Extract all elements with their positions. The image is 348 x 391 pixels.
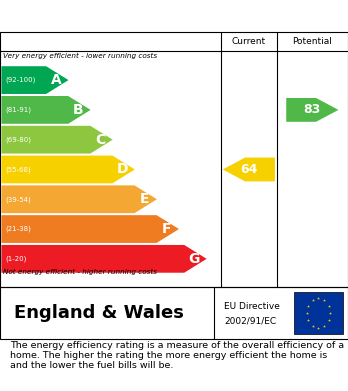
Text: The energy efficiency rating is a measure of the overall efficiency of a home. T: The energy efficiency rating is a measur… [10,341,345,370]
Text: (39-54): (39-54) [6,196,31,203]
Text: (81-91): (81-91) [6,107,32,113]
Text: (21-38): (21-38) [6,226,31,232]
Text: 64: 64 [240,163,258,176]
Text: England & Wales: England & Wales [14,304,184,322]
Text: (69-80): (69-80) [6,136,32,143]
Text: Current: Current [232,37,266,46]
Text: (55-68): (55-68) [6,166,31,173]
Bar [294,292,343,334]
Text: G: G [189,252,200,266]
Polygon shape [286,98,338,122]
Text: Potential: Potential [292,37,332,46]
Text: (92-100): (92-100) [6,77,36,83]
Text: Very energy efficient - lower running costs: Very energy efficient - lower running co… [3,52,157,59]
Text: Not energy efficient - higher running costs: Not energy efficient - higher running co… [3,269,157,275]
Polygon shape [1,156,135,183]
Polygon shape [1,66,69,94]
Polygon shape [1,96,90,124]
Text: E: E [140,192,149,206]
Polygon shape [1,185,157,213]
Polygon shape [1,126,113,154]
Text: C: C [95,133,105,147]
Text: D: D [117,163,128,176]
Text: B: B [73,103,84,117]
Polygon shape [223,158,275,181]
Text: EU Directive: EU Directive [224,302,280,311]
Text: 2002/91/EC: 2002/91/EC [224,316,277,325]
Text: F: F [162,222,172,236]
Polygon shape [1,245,207,273]
Text: A: A [51,73,62,87]
Polygon shape [1,215,179,243]
Text: (1-20): (1-20) [6,256,27,262]
Text: Energy Efficiency Rating: Energy Efficiency Rating [69,9,279,23]
Text: 83: 83 [304,103,321,117]
